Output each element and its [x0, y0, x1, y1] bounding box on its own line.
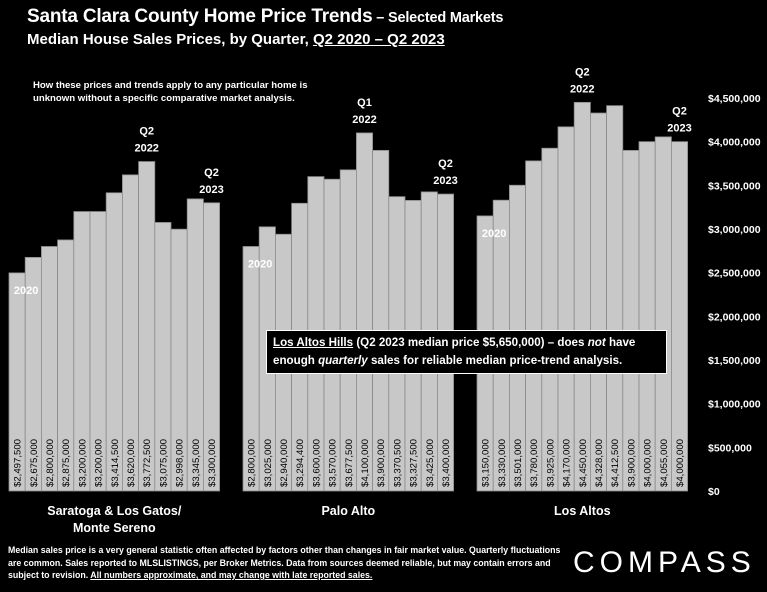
bar-annotation: 2022: [570, 83, 594, 95]
bar-annotation: 2022: [134, 143, 158, 155]
bar-value-label: $2,875,000: [61, 439, 72, 487]
subtitle-prefix: Median House Sales Prices, by Quarter,: [27, 31, 313, 48]
bar: [638, 141, 656, 492]
bar-annotation: 2023: [667, 123, 691, 135]
bar-value-label: $3,370,500: [392, 439, 403, 487]
bar-value-label: $3,345,000: [191, 439, 202, 487]
bar-value-label: $3,400,000: [441, 439, 452, 487]
y-tick-label: $3,500,000: [708, 180, 761, 192]
bar: [654, 136, 672, 492]
disclaimer-note: How these prices and trends apply to any…: [33, 80, 308, 104]
y-tick-label: $1,000,000: [708, 399, 761, 411]
footer-disclaimer: Median sales price is a very general sta…: [8, 544, 568, 582]
bar-value-label: $4,412,500: [610, 439, 621, 487]
y-tick-label: $4,000,000: [708, 137, 761, 149]
title-suffix: – Selected Markets: [372, 10, 504, 26]
bar: [202, 202, 220, 492]
chart-title: Santa Clara County Home Price Trends – S…: [27, 6, 503, 28]
bar: [606, 105, 624, 492]
bar-value-label: $3,425,000: [425, 439, 436, 487]
bar-annotation: Q2: [575, 66, 590, 78]
bar-value-label: $4,100,000: [360, 439, 371, 487]
group-label: Saratoga & Los Gatos/: [47, 504, 182, 518]
bar-value-label: $3,150,000: [481, 439, 492, 487]
bar-value-label: $3,501,000: [513, 439, 524, 487]
bar-annotation: Q2: [438, 158, 453, 170]
bar-chart: $0 $500,000 $1,000,000 $1,500,000 $2,000,000…: [8, 66, 761, 535]
callout-rest1: have enough: [273, 336, 636, 367]
bar-value-label: $3,300,000: [207, 439, 218, 487]
group-label: Monte Sereno: [73, 521, 156, 535]
bar-annotation: Q2: [139, 126, 154, 138]
bar-value-label: $2,940,000: [279, 439, 290, 487]
footer-text: Median sales price is a very general sta…: [8, 545, 561, 580]
y-tick-label: $4,500,000: [708, 93, 761, 105]
bar: [671, 141, 689, 492]
bar-value-label: $2,800,000: [247, 439, 258, 487]
bar-value-label: $3,677,500: [344, 439, 355, 487]
bar-annotation: 2020: [482, 228, 506, 240]
callout-rest2: sales for reliable median price-trend an…: [367, 354, 623, 367]
compass-logo: COMPASS: [573, 546, 756, 579]
bar-value-label: $3,414,500: [110, 439, 121, 487]
bar-annotation: Q2: [672, 106, 687, 118]
bar-value-label: $3,600,000: [311, 439, 322, 487]
bar-annotation: 2023: [199, 184, 223, 196]
bar-annotation: 2020: [248, 258, 272, 270]
y-tick-label: $1,500,000: [708, 355, 761, 367]
chart-subtitle: Median House Sales Prices, by Quarter, Q…: [27, 31, 445, 48]
bar-value-label: $3,925,000: [545, 439, 556, 487]
bar-value-label: $3,330,000: [497, 439, 508, 487]
bar-value-label: $3,620,000: [126, 439, 137, 487]
callout-place: Los Altos Hills: [273, 336, 354, 349]
bar-value-label: $3,294,400: [295, 439, 306, 487]
bar-value-label: $4,000,000: [643, 439, 654, 487]
los-altos-hills-callout: Los Altos Hills (Q2 2023 median price $5…: [266, 330, 667, 374]
bar: [557, 126, 575, 492]
bar: [355, 132, 373, 492]
bar-value-label: $4,328,000: [594, 439, 605, 487]
bar-annotation: 2022: [352, 114, 376, 126]
subtitle-range: Q2 2020 – Q2 2023: [312, 31, 445, 48]
callout-quarterly: quarterly: [318, 354, 368, 367]
bar-value-label: $4,170,000: [562, 439, 573, 487]
bar-value-label: $3,780,000: [529, 439, 540, 487]
bar-value-label: $3,327,500: [409, 439, 420, 487]
bar-value-label: $4,000,000: [675, 439, 686, 487]
group-label: Los Altos: [554, 504, 611, 518]
bar-value-label: $3,200,000: [77, 439, 88, 487]
bar-value-label: $2,998,000: [175, 439, 186, 487]
bar-annotation: 2023: [433, 175, 457, 187]
bar-annotation: 2020: [14, 285, 38, 297]
title-main: Santa Clara County Home Price Trends: [27, 6, 373, 27]
bar-value-label: $3,025,000: [263, 439, 274, 487]
y-tick-label: $3,000,000: [708, 224, 761, 236]
bar-annotation: Q1: [357, 97, 372, 109]
y-tick-label: $0: [708, 486, 720, 498]
bar-value-label: $2,675,000: [29, 439, 40, 487]
footer-underlined: All numbers approximate, and may change …: [90, 570, 373, 580]
bar-value-label: $3,200,000: [94, 439, 105, 487]
bar-value-label: $3,900,000: [376, 439, 387, 487]
y-tick-label: $2,000,000: [708, 311, 761, 323]
bar-annotation: Q2: [204, 167, 219, 179]
callout-not: not: [587, 336, 606, 349]
bar-value-label: $3,900,000: [626, 439, 637, 487]
callout-detail: (Q2 2023 median price $5,650,000) – does: [353, 336, 588, 349]
group-label: Palo Alto: [321, 504, 375, 518]
y-tick-label: $500,000: [708, 442, 752, 454]
bar-value-label: $4,450,000: [578, 439, 589, 487]
y-tick-label: $2,500,000: [708, 268, 761, 280]
bar-value-label: $4,055,000: [659, 439, 670, 487]
bar: [573, 101, 591, 492]
bar-value-label: $2,800,000: [45, 439, 56, 487]
bar-value-label: $3,772,500: [142, 439, 153, 487]
bar-value-label: $3,075,000: [158, 439, 169, 487]
bar-value-label: $2,497,500: [13, 439, 24, 487]
bar: [590, 112, 608, 492]
bar-value-label: $3,570,000: [328, 439, 339, 487]
